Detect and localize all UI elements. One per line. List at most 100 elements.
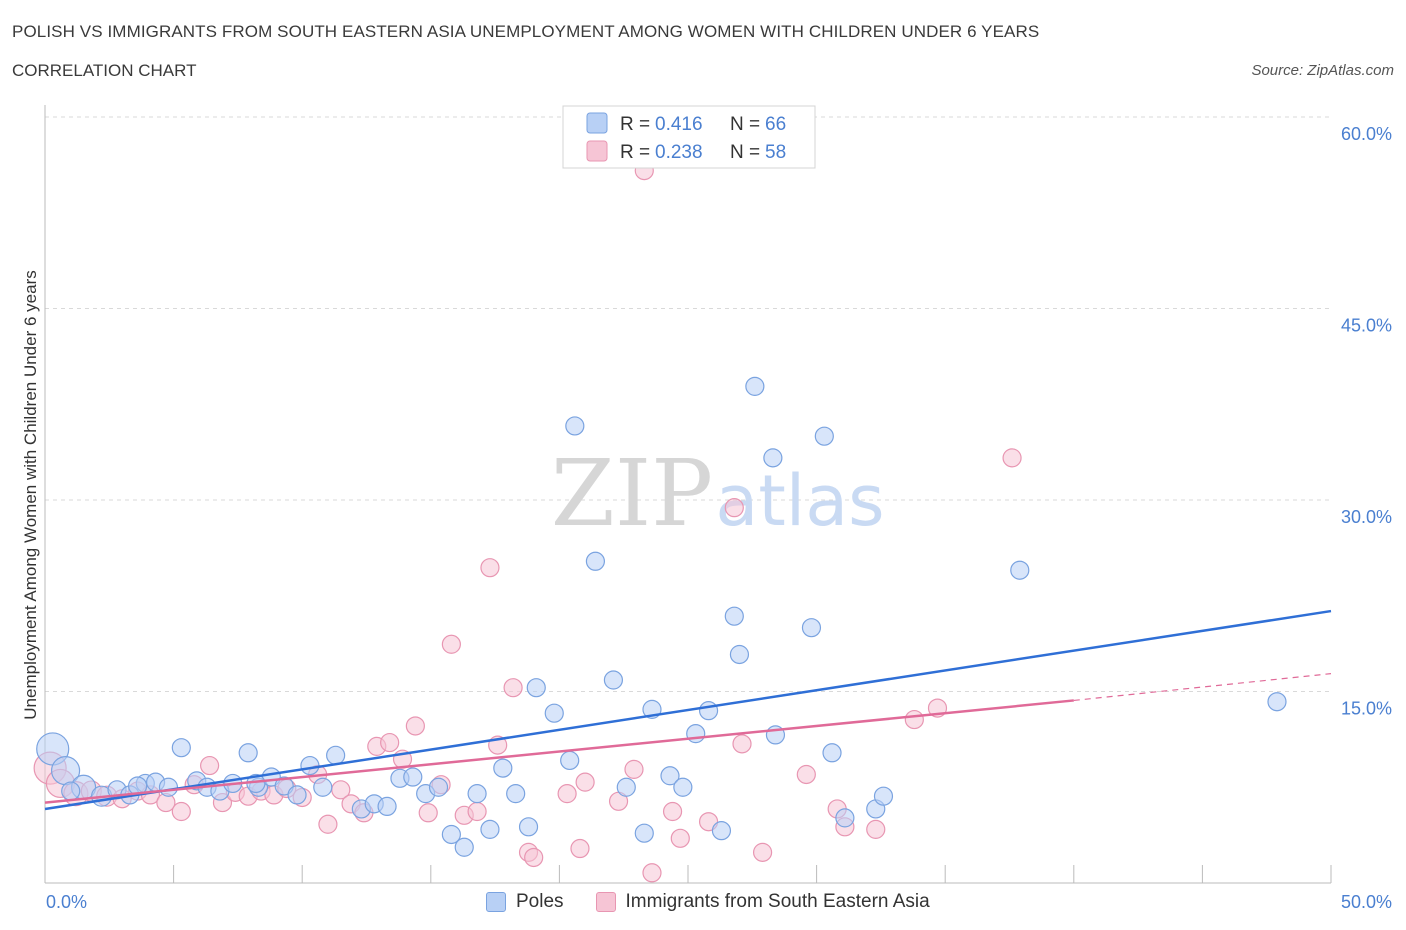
poles-point xyxy=(698,701,719,721)
immigrants-point xyxy=(441,634,461,654)
legend-top-r-value-2: 0.238 xyxy=(655,142,703,163)
y-axis-label: Unemployment Among Women with Children U… xyxy=(21,270,40,719)
poles-point xyxy=(238,743,258,763)
immigrants-point xyxy=(524,847,544,868)
immigrants-point xyxy=(662,801,683,822)
poles-point xyxy=(686,724,706,744)
immigrants-point xyxy=(866,819,886,839)
immigrants-point xyxy=(570,838,590,859)
poles-point xyxy=(544,703,564,723)
poles-point xyxy=(428,777,449,797)
poles-point xyxy=(441,824,461,845)
immigrants-point xyxy=(670,828,690,848)
source-label: Source: ZipAtlas.com xyxy=(1251,62,1394,79)
y-tick-label: 15.0% xyxy=(1341,699,1392,719)
poles-point xyxy=(585,551,606,571)
poles-point xyxy=(526,678,546,698)
legend-top-n-label-2: N = xyxy=(730,142,760,163)
y-tick-label: 45.0% xyxy=(1341,316,1392,336)
poles-point xyxy=(603,670,624,690)
immigrants-point xyxy=(732,734,752,754)
poles-point xyxy=(171,738,191,758)
poles-point xyxy=(724,606,744,626)
poles-point xyxy=(313,777,333,797)
poles-point xyxy=(763,448,783,468)
immigrants-point xyxy=(724,498,744,518)
immigrants-point xyxy=(171,801,191,822)
poles-trend-line xyxy=(44,609,1332,811)
immigrants-trend-line xyxy=(44,699,1074,804)
chart-title: POLISH VS IMMIGRANTS FROM SOUTH EASTERN … xyxy=(12,22,1040,41)
poles-point xyxy=(814,426,834,446)
poles-point xyxy=(480,819,500,839)
legend-top: R = 0.416 N = 66 R = 0.238 N = 58 xyxy=(562,105,816,169)
poles-point xyxy=(616,777,636,797)
poles-point xyxy=(801,618,822,638)
watermark-atlas: atlas xyxy=(715,460,884,542)
immigrants-point xyxy=(1002,448,1022,468)
poles-point xyxy=(326,745,346,765)
immigrants-point xyxy=(904,709,924,730)
immigrants-point xyxy=(796,764,816,785)
x-tick-label-min: 0.0% xyxy=(46,892,87,912)
poles-point xyxy=(729,644,750,665)
immigrants-point xyxy=(467,801,487,822)
immigrants-point xyxy=(418,803,438,823)
poles-point xyxy=(873,786,894,806)
grid-lines xyxy=(45,116,1331,692)
poles-point xyxy=(287,785,307,805)
legend-top-r-label-2: R = xyxy=(620,142,650,163)
immigrants-point xyxy=(624,759,644,779)
immigrants-point xyxy=(575,772,595,792)
poles-point xyxy=(300,755,320,776)
legend-top-n-value-1: 66 xyxy=(765,114,786,135)
poles-point xyxy=(835,808,855,828)
trend-lines xyxy=(44,609,1332,811)
poles-point xyxy=(493,758,513,778)
poles-point xyxy=(454,837,474,857)
y-tick-label: 60.0% xyxy=(1341,124,1392,144)
legend-top-imm-swatch xyxy=(586,140,608,162)
immigrants-point xyxy=(318,814,338,834)
immigrants-point xyxy=(405,716,425,736)
legend-bottom: Poles Immigrants from South Eastern Asia xyxy=(486,889,962,915)
legend-top-r-label-1: R = xyxy=(620,114,650,135)
poles-point xyxy=(506,784,526,804)
legend-entry-immigrants: Immigrants from South Eastern Asia xyxy=(595,891,930,913)
legend-swatch-immigrants xyxy=(595,892,616,912)
immigrants-point xyxy=(557,784,577,804)
legend-top-n-label-1: N = xyxy=(730,114,760,135)
immigrants-point xyxy=(480,558,500,578)
poles-point xyxy=(565,416,585,436)
legend-top-n-value-2: 58 xyxy=(765,142,786,163)
poles-point xyxy=(61,781,81,801)
x-tick-label-max: 50.0% xyxy=(1341,892,1392,912)
poles-point xyxy=(634,823,654,843)
poles-point xyxy=(518,817,539,837)
poles-point xyxy=(822,743,842,763)
poles-points xyxy=(36,376,1287,857)
poles-point xyxy=(560,750,580,771)
poles-point xyxy=(1267,692,1287,712)
watermark-zip: ZIP xyxy=(551,440,713,547)
legend-swatch-poles xyxy=(486,892,506,912)
poles-point xyxy=(711,821,732,841)
immigrants-point xyxy=(642,863,662,883)
legend-entry-poles: Poles xyxy=(486,891,564,913)
immigrants-point xyxy=(200,755,220,776)
poles-point xyxy=(745,376,765,396)
immigrants-point xyxy=(503,678,523,698)
legend-label-poles: Poles xyxy=(516,891,564,912)
poles-point xyxy=(1010,560,1030,580)
y-tick-label: 30.0% xyxy=(1341,507,1392,527)
legend-label-immigrants: Immigrants from South Eastern Asia xyxy=(625,891,930,912)
poles-point xyxy=(673,777,693,797)
immigrants-point xyxy=(380,732,400,753)
legend-top-r-value-1: 0.416 xyxy=(655,114,703,135)
poles-point xyxy=(158,777,179,797)
legend-top-poles-swatch xyxy=(586,112,608,134)
chart-subtitle: CORRELATION CHART xyxy=(12,61,197,80)
poles-point xyxy=(403,767,423,787)
poles-point xyxy=(467,784,487,804)
